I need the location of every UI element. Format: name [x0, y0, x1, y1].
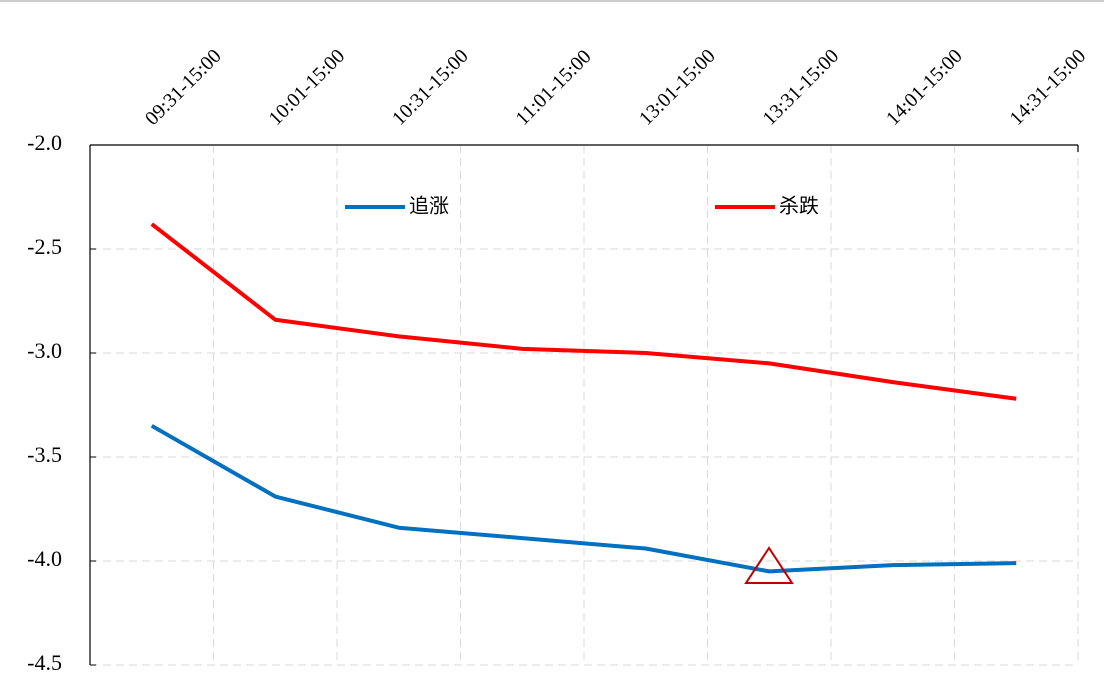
y-tick-label: -2.5	[27, 234, 62, 259]
x-tick-label: 14:01-15:00	[882, 45, 967, 130]
x-tick-label: 13:31-15:00	[758, 45, 843, 130]
y-tick-label: -4.5	[27, 650, 62, 675]
line-series	[150, 424, 1017, 574]
legend-label: 追涨	[409, 195, 449, 218]
x-tick-label: 10:31-15:00	[388, 45, 473, 130]
y-tick-label: -3.0	[27, 338, 62, 363]
x-tick-label: 10:01-15:00	[264, 45, 349, 130]
y-tick-label: -3.5	[27, 442, 62, 467]
line-series	[150, 222, 1017, 401]
x-tick-label: 09:31-15:00	[141, 45, 226, 130]
legend-label: 杀跌	[779, 195, 819, 218]
x-tick-label: 14:31-15:00	[1005, 45, 1090, 130]
y-tick-label: -4.0	[27, 546, 62, 571]
x-tick-label: 11:01-15:00	[511, 46, 595, 130]
grid	[90, 144, 1079, 666]
x-tick-label: 13:01-15:00	[635, 45, 720, 130]
y-tick-label: -2.0	[27, 130, 62, 155]
highlight-marker	[744, 546, 794, 584]
